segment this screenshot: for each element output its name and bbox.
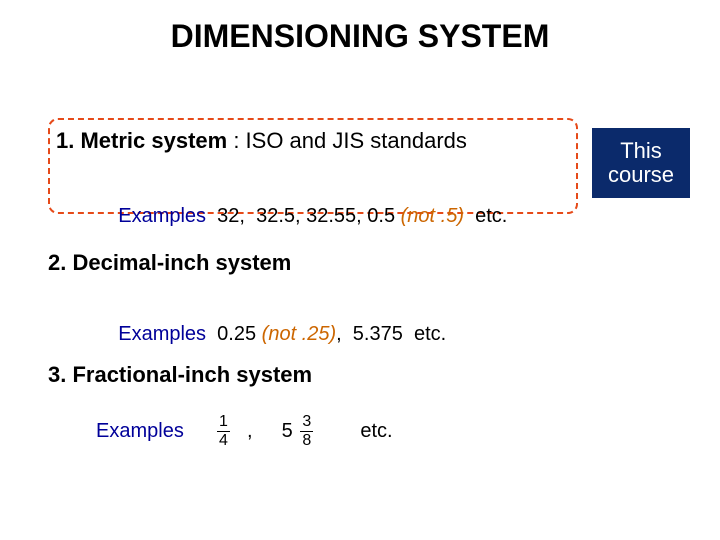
section-1-example: Examples 32, 32.5, 32.55, 0.5 (not .5) e… bbox=[96, 182, 507, 251]
section-2-example: Examples 0.25 (not .25), 5.375 etc. bbox=[96, 300, 446, 369]
slide: DIMENSIONING SYSTEM This course 1. Metri… bbox=[0, 0, 720, 540]
section-3-example: Examples 1 4 , 5 3 8 etc. bbox=[96, 414, 393, 449]
fraction-2-den: 8 bbox=[300, 432, 313, 449]
fraction-1-num: 1 bbox=[217, 414, 230, 432]
fraction-1: 1 4 bbox=[217, 414, 230, 449]
badge-text: This course bbox=[592, 139, 690, 187]
comma: , bbox=[247, 420, 253, 442]
section-2-example-before: 0.25 bbox=[206, 323, 262, 345]
section-1-heading-rest: : ISO and JIS standards bbox=[227, 128, 467, 153]
section-2-not: (not .25) bbox=[262, 323, 336, 345]
fraction-2: 3 8 bbox=[300, 414, 313, 449]
section-1-not: (not .5) bbox=[401, 205, 464, 227]
section-3-heading: 3. Fractional-inch system bbox=[48, 362, 312, 388]
fraction-1-den: 4 bbox=[217, 432, 230, 449]
example-label: Examples bbox=[118, 323, 206, 345]
this-course-badge: This course bbox=[592, 128, 690, 198]
section-1-example-before: 32, 32.5, 32.55, 0.5 bbox=[206, 205, 401, 227]
section-2-heading: 2. Decimal-inch system bbox=[48, 250, 291, 276]
section-2-example-after: , 5.375 etc. bbox=[336, 323, 446, 345]
section-1-example-after: etc. bbox=[464, 205, 507, 227]
slide-title: DIMENSIONING SYSTEM bbox=[0, 18, 720, 55]
etc-text: etc. bbox=[360, 420, 392, 442]
example-label: Examples bbox=[118, 205, 206, 227]
section-1-heading-bold: 1. Metric system bbox=[56, 128, 227, 153]
section-1-heading: 1. Metric system : ISO and JIS standards bbox=[56, 128, 467, 154]
mixed-whole: 5 bbox=[282, 420, 293, 443]
example-label: Examples bbox=[96, 420, 184, 442]
fraction-2-num: 3 bbox=[300, 414, 313, 432]
